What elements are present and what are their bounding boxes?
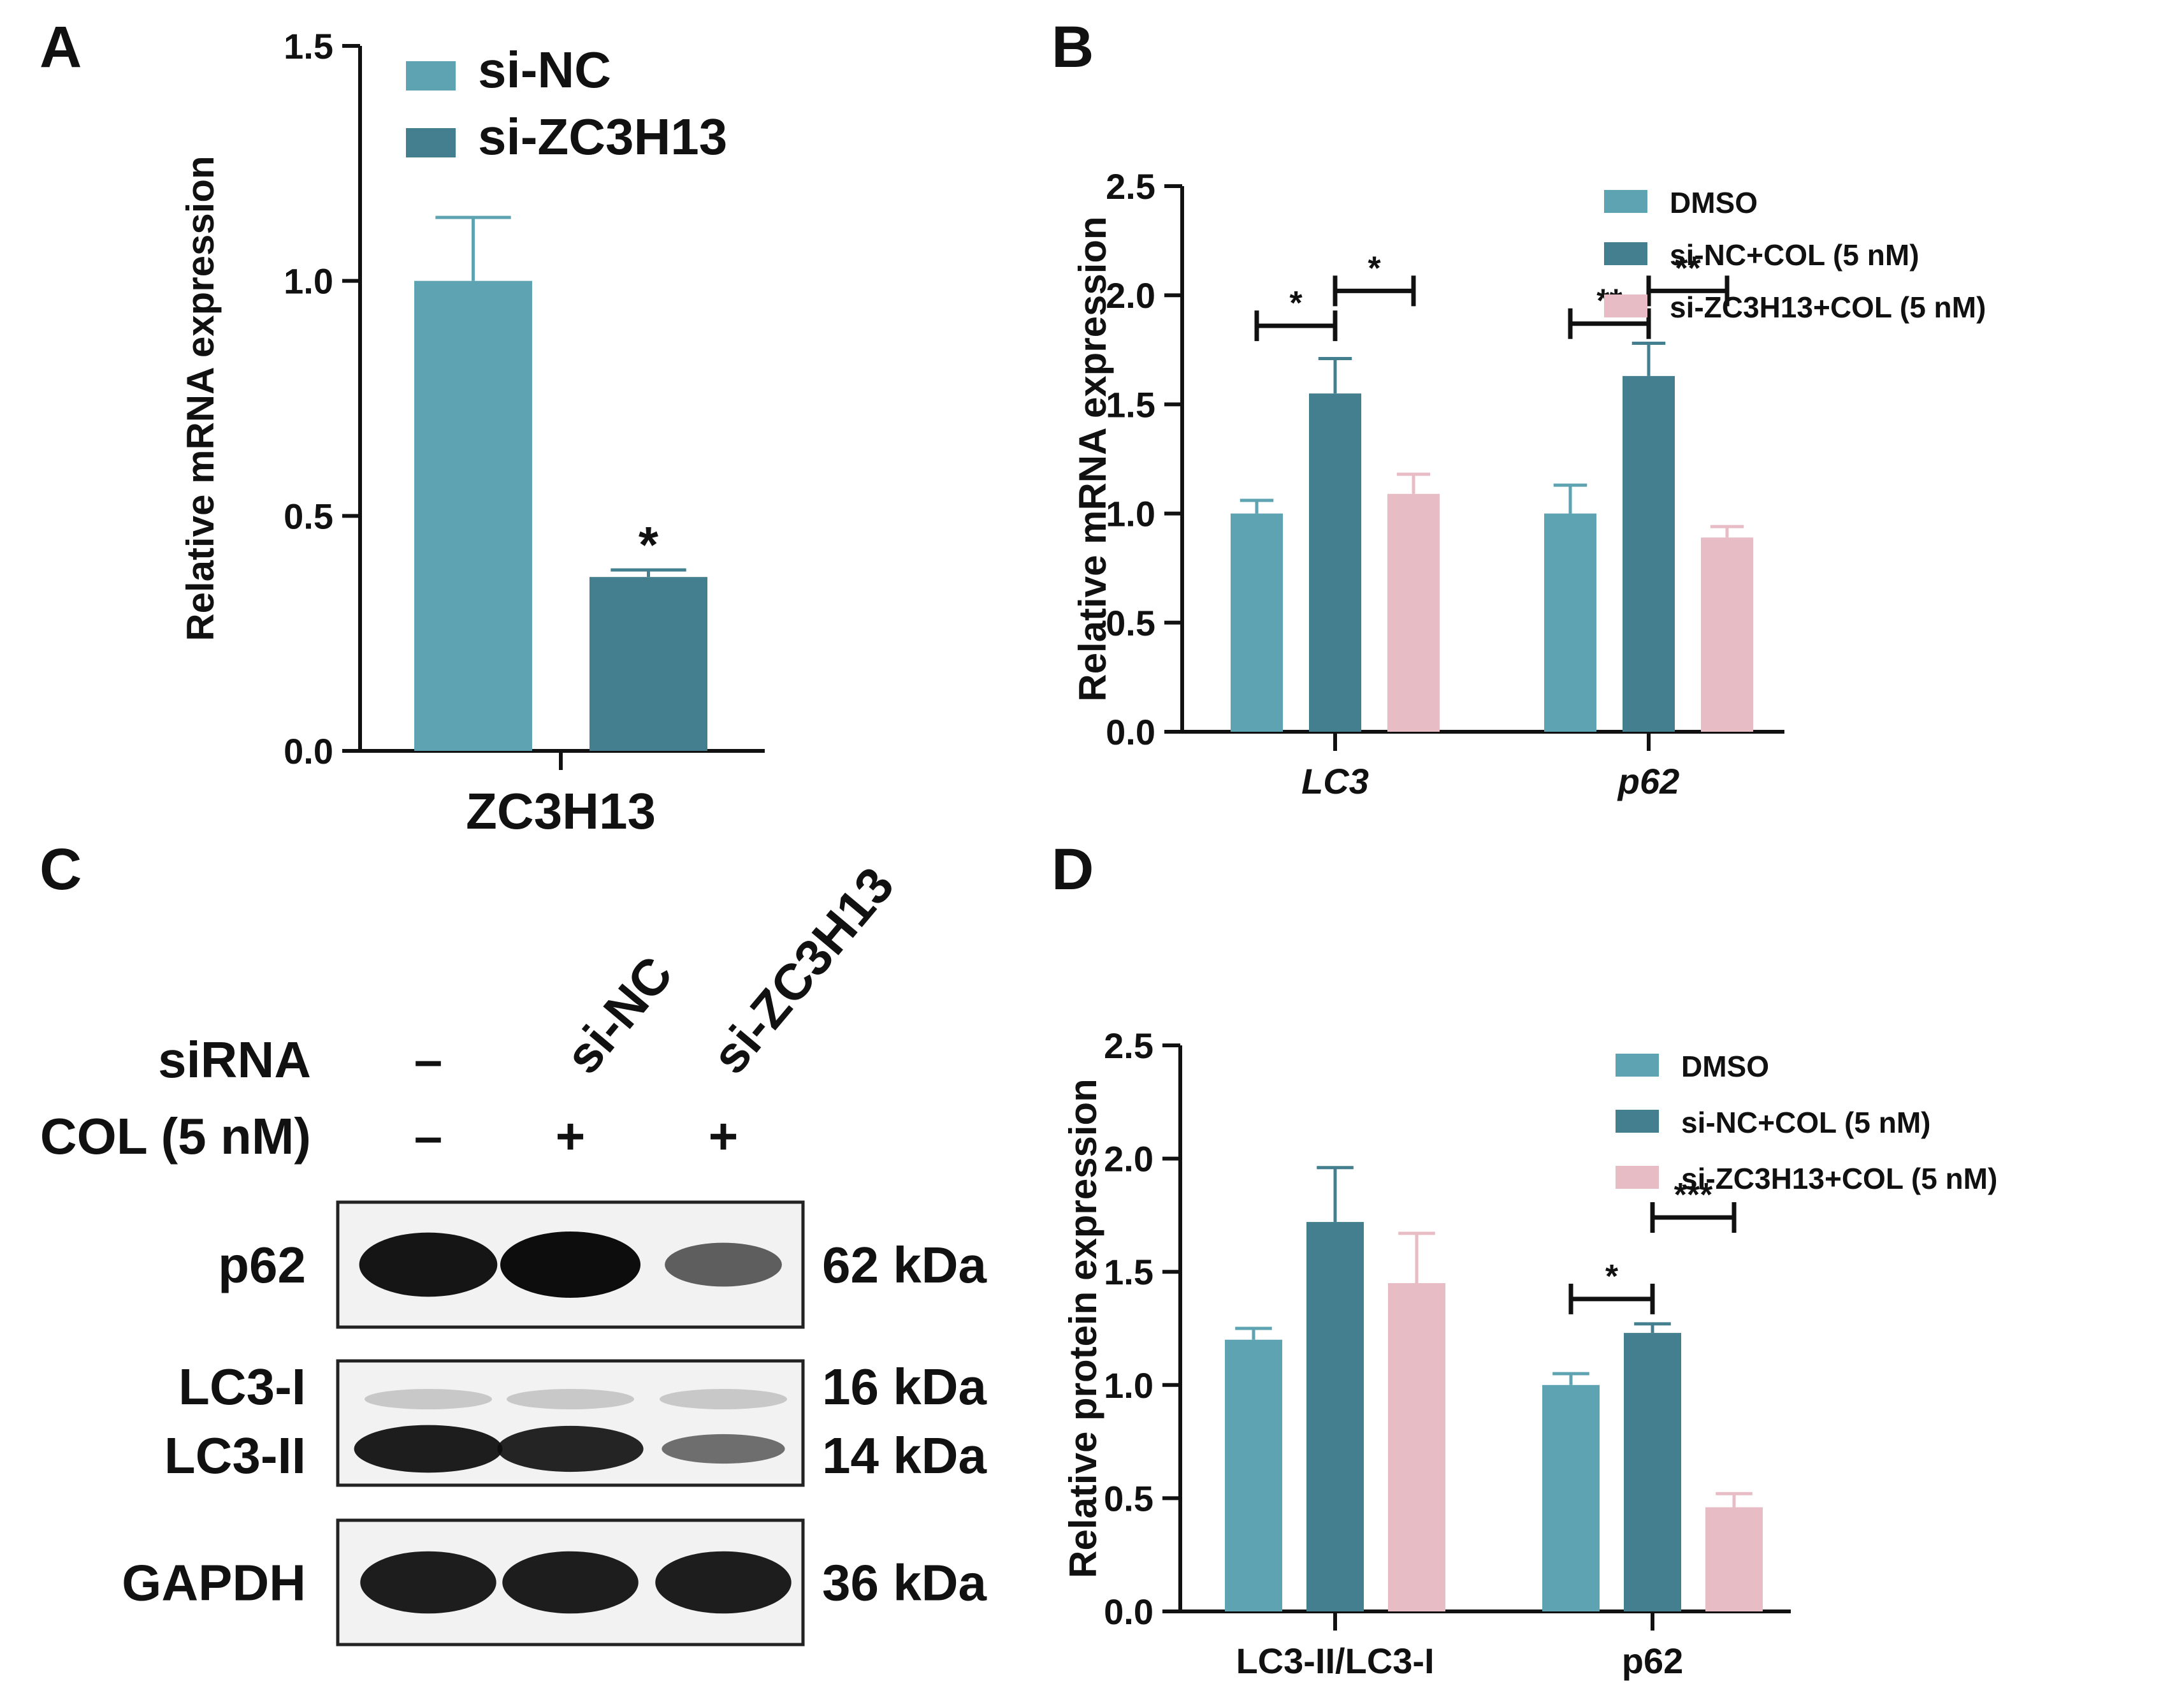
- blot-band-faint: [660, 1389, 787, 1409]
- bar: [1388, 1282, 1445, 1611]
- bar: [414, 280, 532, 752]
- blot-band: [359, 1232, 498, 1297]
- blot-kda-label: 14 kDa: [822, 1427, 987, 1484]
- col-mark-lane1: –: [414, 1108, 443, 1165]
- significance-label: *: [1605, 1258, 1619, 1295]
- blot-band: [354, 1425, 503, 1473]
- western-blot: si-NC si-ZC3H13 siRNA – COL (5 nM) – + +…: [40, 857, 987, 1646]
- y-tick-label: 2.5: [1106, 166, 1155, 207]
- chart-b: 0.0 0.5 1.0 1.5 2.0 2.5 Relative mRNA expressi…: [1071, 166, 1986, 801]
- blot-kda-label: 16 kDa: [822, 1358, 987, 1415]
- legend-label: si-NC+COL (5 nM): [1670, 238, 1919, 272]
- blot-band-faint: [507, 1389, 634, 1409]
- y-tick-label: 0.5: [284, 496, 333, 536]
- legend-label: si-ZC3H13+COL (5 nM): [1681, 1162, 1997, 1195]
- blot-row-label: p62: [218, 1237, 306, 1293]
- x-tick-label: LC3-II/LC3-I: [1236, 1641, 1434, 1681]
- blot-band: [655, 1551, 792, 1614]
- legend-swatch: [1616, 1110, 1659, 1133]
- blot-band: [360, 1551, 496, 1614]
- y-tick-label: 1.5: [1106, 384, 1155, 425]
- lane-header-si-zc3h13: si-ZC3H13: [701, 857, 905, 1084]
- bar: [1705, 1507, 1763, 1611]
- blot-row-label: GAPDH: [122, 1555, 306, 1611]
- x-tick-label: p62: [1617, 761, 1680, 801]
- bar: [1623, 375, 1675, 732]
- bar: [1309, 393, 1361, 732]
- bar: [589, 577, 707, 751]
- bar: [1542, 1384, 1600, 1611]
- y-axis-title: Relative mRNA expression: [179, 156, 222, 641]
- blot-band: [665, 1242, 782, 1287]
- bar: [1387, 493, 1440, 732]
- sirna-mark-lane1: –: [414, 1031, 443, 1088]
- y-tick-label: 0.0: [284, 731, 333, 771]
- legend-label: si-ZC3H13+COL (5 nM): [1670, 291, 1986, 324]
- significance-label: ***: [1674, 1177, 1713, 1214]
- bar: [1701, 537, 1753, 732]
- panel-label-c: C: [40, 837, 82, 902]
- bar: [1544, 513, 1596, 732]
- legend-label: DMSO: [1681, 1050, 1769, 1083]
- col-label: COL (5 nM): [40, 1108, 311, 1165]
- y-tick-label: 2.0: [1104, 1139, 1153, 1179]
- y-tick-label: 1.0: [1104, 1365, 1153, 1406]
- bar: [1225, 1339, 1282, 1611]
- y-tick-label: 2.5: [1104, 1026, 1153, 1066]
- significance-label: *: [1368, 250, 1381, 287]
- y-tick-label: 1.5: [1104, 1252, 1153, 1292]
- legend-swatch: [1604, 294, 1647, 317]
- panel-label-b: B: [1052, 15, 1094, 80]
- blot-row-label: LC3-II: [164, 1427, 306, 1484]
- legend-label: si-NC+COL (5 nM): [1681, 1106, 1930, 1139]
- blot-kda-label: 62 kDa: [822, 1237, 987, 1293]
- blot-row-label: LC3-I: [178, 1358, 306, 1415]
- legend-swatch: [406, 61, 456, 91]
- legend-swatch: [406, 128, 456, 157]
- legend-swatch: [1616, 1054, 1659, 1077]
- x-tick-label: LC3: [1301, 761, 1369, 801]
- significance-label: *: [1289, 285, 1303, 322]
- y-tick-label: 2.0: [1106, 275, 1155, 316]
- x-tick-label: ZC3H13: [466, 783, 656, 839]
- legend-label: DMSO: [1670, 186, 1758, 219]
- significance-label: **: [1675, 250, 1701, 287]
- legend-label: si-NC: [478, 41, 611, 98]
- y-tick-label: 1.0: [284, 261, 333, 302]
- blot-kda-label: 36 kDa: [822, 1555, 987, 1611]
- chart-a: 0.0 0.5 1.0 1.5 Relative mRNA expression ZC3H…: [179, 26, 765, 839]
- bar: [1624, 1333, 1681, 1611]
- significance-star: *: [639, 516, 659, 573]
- y-tick-label: 0.0: [1104, 1592, 1153, 1632]
- legend-label: si-ZC3H13: [478, 108, 727, 165]
- y-tick-label: 1.5: [284, 26, 333, 66]
- legend-swatch: [1616, 1166, 1659, 1189]
- col-mark-lane3: +: [709, 1108, 739, 1165]
- lane-header-si-nc: si-NC: [554, 946, 683, 1084]
- sirna-label: siRNA: [158, 1031, 311, 1088]
- col-mark-lane2: +: [556, 1108, 586, 1165]
- blot-band: [497, 1425, 644, 1472]
- panel-label-d: D: [1052, 837, 1094, 902]
- y-axis-title: Relative mRNA expression: [1071, 216, 1114, 701]
- blot-band: [502, 1551, 639, 1614]
- bar: [1306, 1222, 1364, 1611]
- blot-band-faint: [365, 1389, 492, 1409]
- legend-swatch: [1604, 190, 1647, 213]
- legend-swatch: [1604, 242, 1647, 265]
- blot-band: [662, 1434, 785, 1464]
- y-tick-label: 0.5: [1104, 1478, 1153, 1518]
- y-tick-label: 0.5: [1106, 603, 1155, 643]
- y-tick-label: 1.0: [1106, 494, 1155, 534]
- blot-band: [500, 1232, 640, 1298]
- y-tick-label: 0.0: [1106, 712, 1155, 752]
- panel-label-a: A: [40, 15, 82, 80]
- bar: [1231, 513, 1283, 732]
- y-axis-title: Relative protein expression: [1062, 1079, 1104, 1578]
- x-tick-label: p62: [1622, 1641, 1684, 1681]
